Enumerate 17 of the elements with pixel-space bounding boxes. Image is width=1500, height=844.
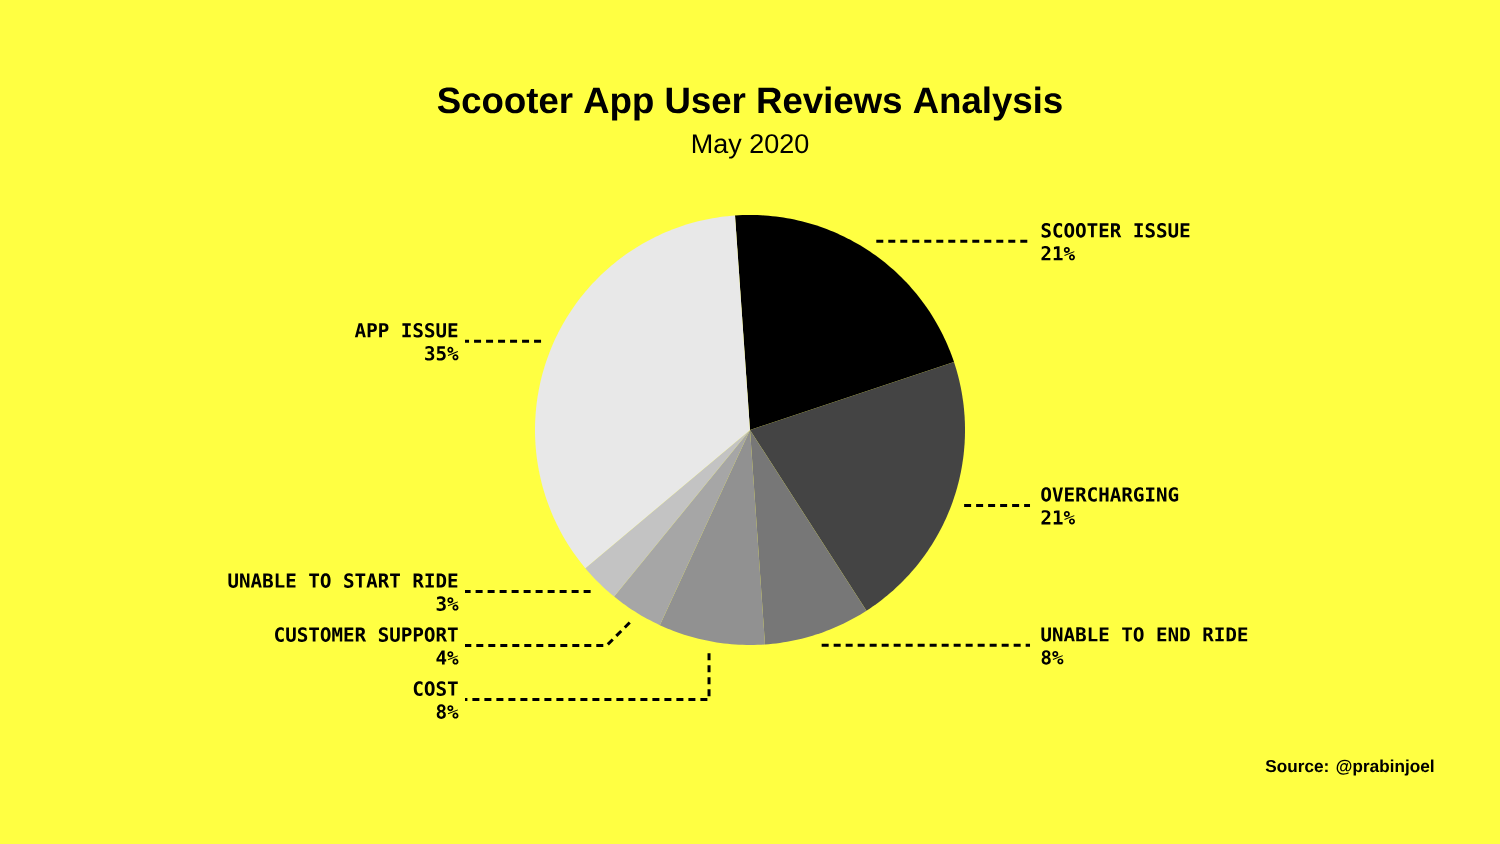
chart-subtitle: May 2020 — [692, 134, 809, 159]
slice-label: SCOOTER ISSUE — [1041, 223, 1190, 238]
data-label: 8% — [436, 704, 459, 719]
data-label: 35% — [425, 346, 459, 361]
slice-label: CUSTOMER SUPPORT — [275, 627, 458, 642]
source-note: Source: @prabinjoel — [1265, 759, 1434, 776]
slice-label: UNABLE TO END RIDE — [1041, 627, 1248, 642]
data-label: 8% — [1041, 650, 1064, 665]
data-label: 3% — [436, 596, 459, 611]
slice-label: UNABLE TO START RIDE — [228, 573, 458, 588]
slice-label: OVERCHARGING — [1041, 487, 1179, 502]
slice-label: COST — [413, 681, 458, 696]
slice-label: APP ISSUE — [354, 323, 458, 338]
data-label: 21% — [1041, 246, 1075, 261]
chart-title: Scooter App User Reviews Analysis — [437, 86, 1062, 121]
data-label: 4% — [436, 650, 459, 665]
data-label: 21% — [1041, 510, 1075, 525]
